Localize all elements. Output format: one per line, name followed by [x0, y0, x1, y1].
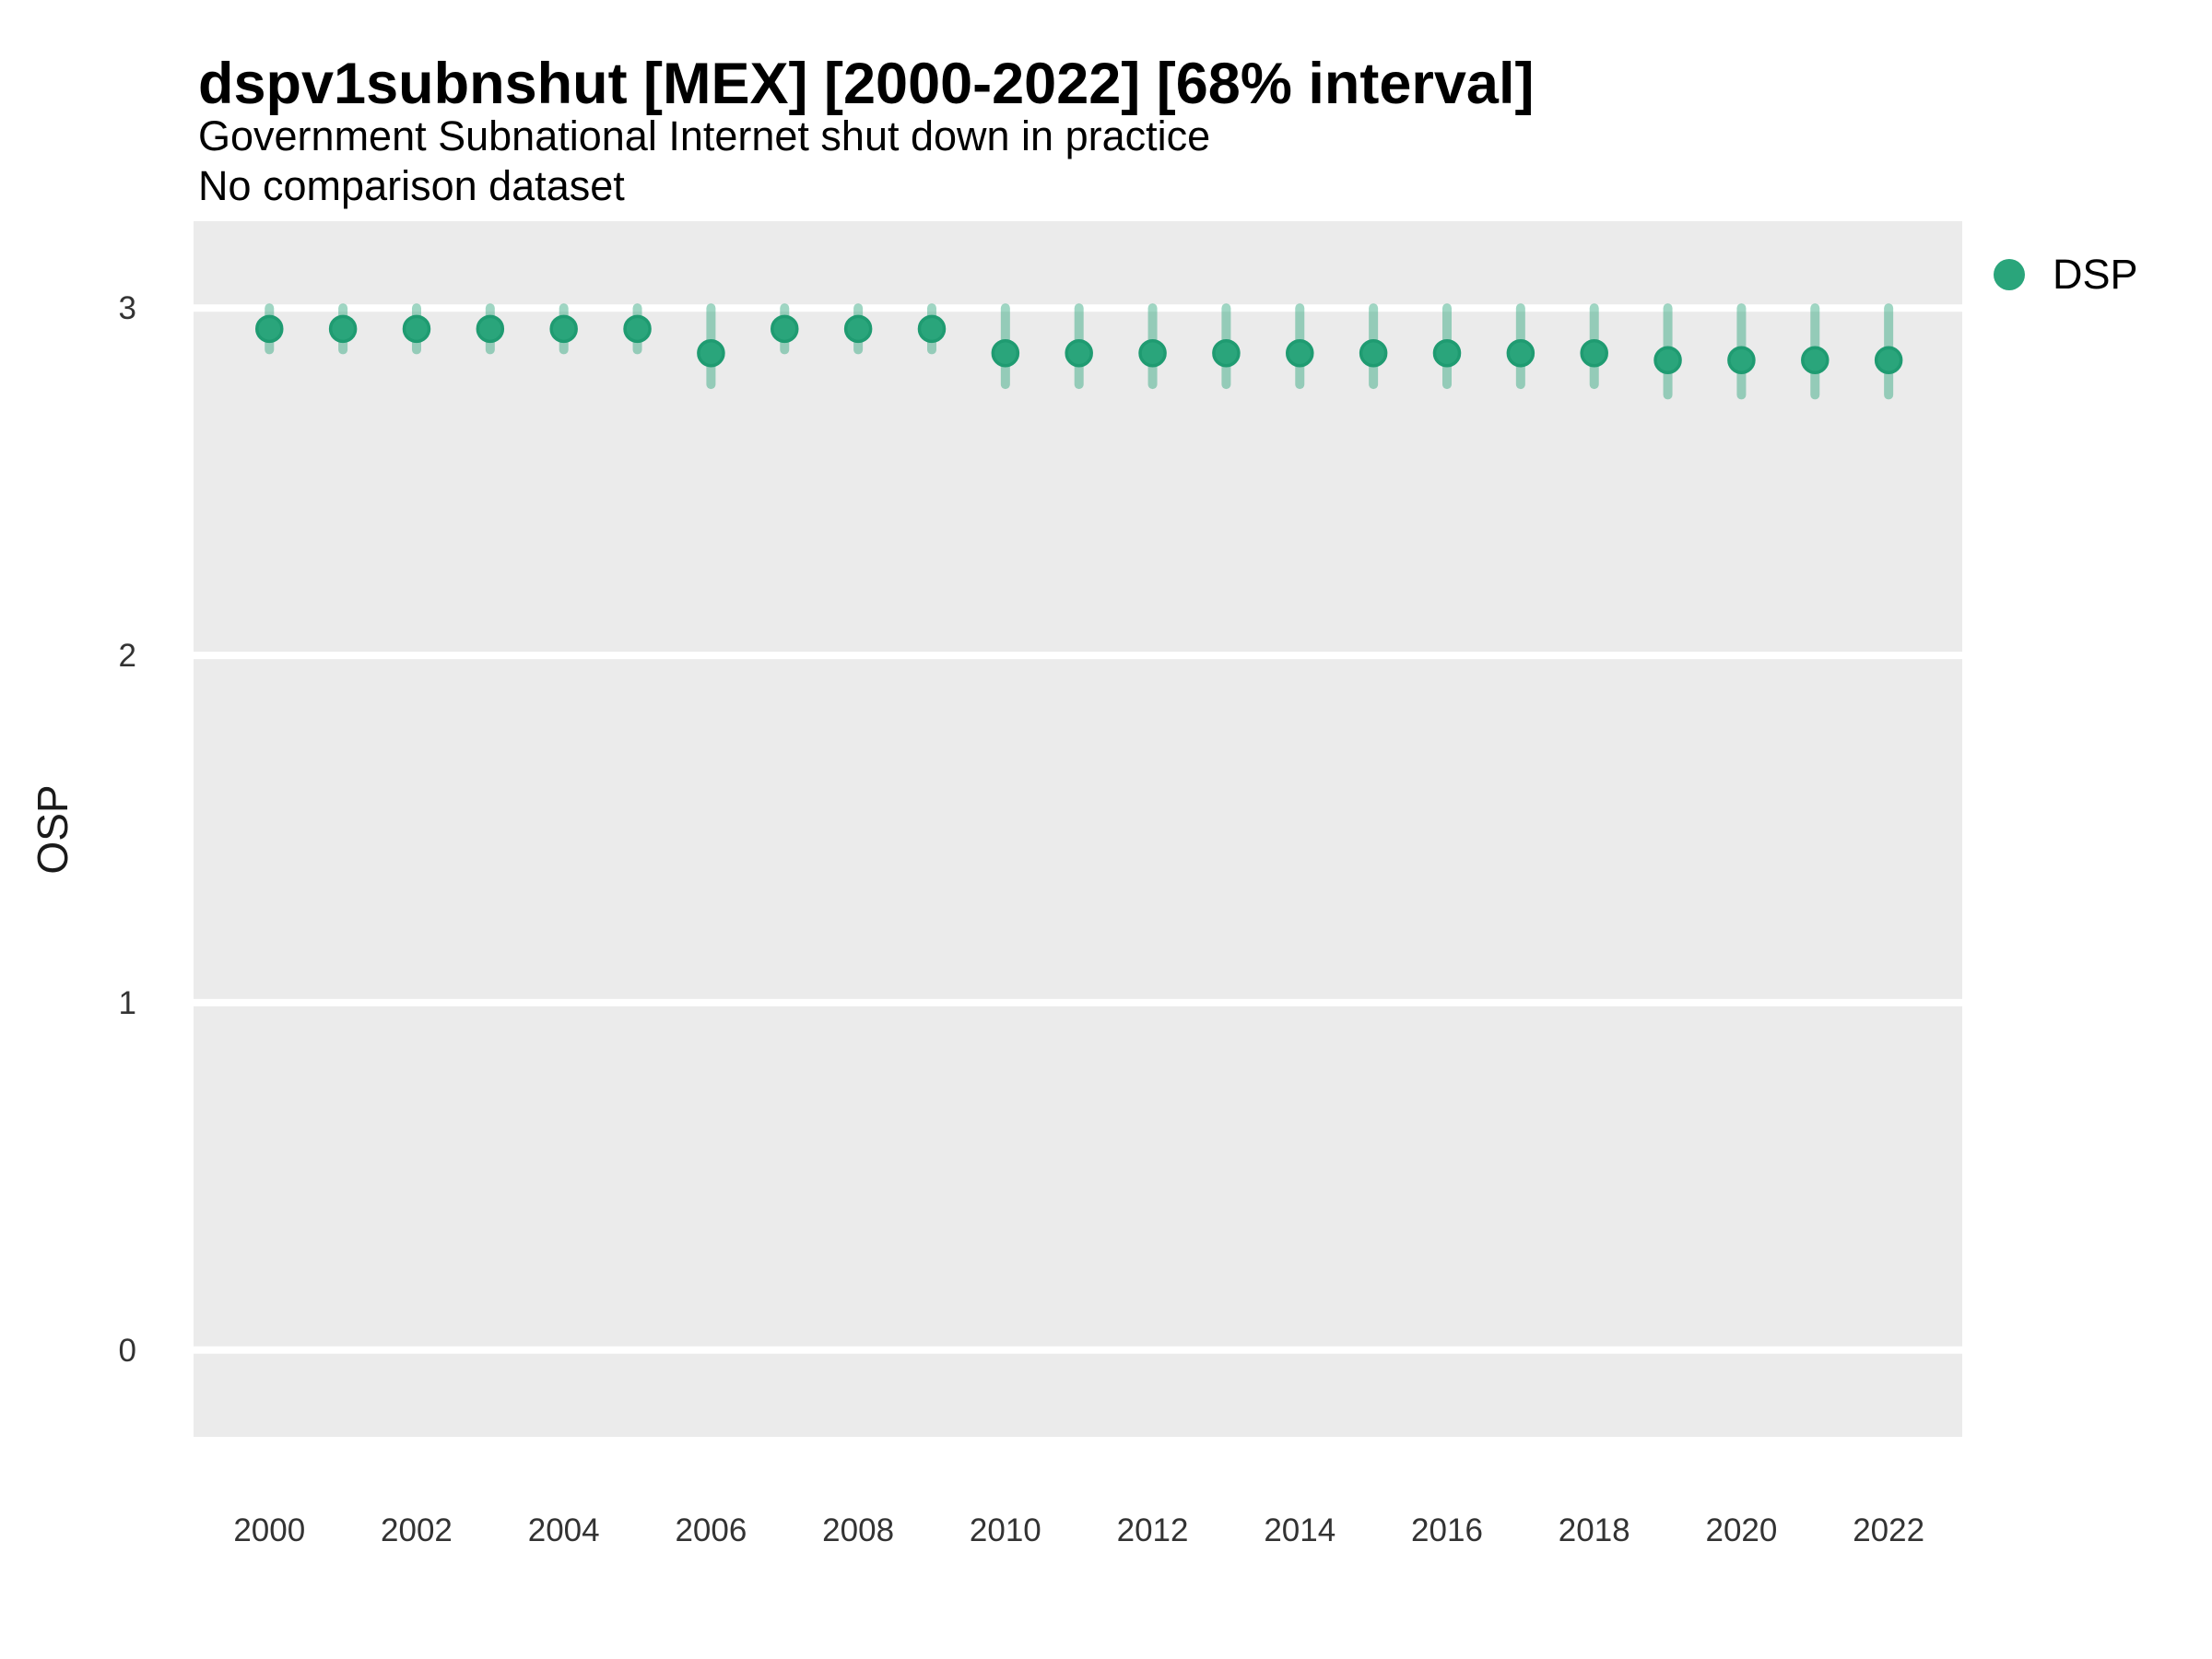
- chart-subtitle: Government Subnational Internet shut dow…: [198, 112, 1211, 159]
- x-tick-label-2018: 2018: [1559, 1512, 1630, 1548]
- data-point-2008: [843, 314, 873, 344]
- data-point-2018: [1580, 338, 1608, 368]
- data-point-2007: [771, 314, 799, 344]
- y-tick-label-3: 3: [119, 290, 136, 326]
- data-point-2002: [402, 314, 431, 344]
- x-tick-label-2014: 2014: [1264, 1512, 1335, 1548]
- chart-title: dspv1subnshut [MEX] [2000-2022] [68% int…: [198, 52, 1535, 116]
- y-tick-label-0: 0: [119, 1333, 136, 1369]
- data-point-2015: [1359, 338, 1388, 368]
- legend-dot-icon: [1994, 259, 2025, 290]
- x-tick-label-2010: 2010: [970, 1512, 1041, 1548]
- x-tick-label-2020: 2020: [1705, 1512, 1777, 1548]
- data-point-2011: [1065, 338, 1093, 368]
- data-point-2019: [1653, 346, 1682, 374]
- data-point-2005: [623, 314, 652, 344]
- panel-background: [194, 221, 1962, 1437]
- legend: DSP: [1994, 251, 2138, 299]
- data-point-2003: [476, 314, 505, 344]
- x-tick-label-2000: 2000: [233, 1512, 305, 1548]
- data-point-2013: [1212, 338, 1241, 368]
- data-point-2000: [255, 314, 284, 344]
- x-tick-label-2012: 2012: [1117, 1512, 1189, 1548]
- data-point-2004: [549, 314, 578, 344]
- data-point-2022: [1874, 346, 1903, 374]
- data-point-2009: [917, 314, 947, 344]
- data-point-2012: [1138, 338, 1167, 368]
- x-tick-label-2002: 2002: [381, 1512, 453, 1548]
- x-tick-label-2006: 2006: [675, 1512, 747, 1548]
- data-point-2010: [991, 338, 1020, 368]
- data-point-2016: [1432, 338, 1462, 368]
- y-tick-label-1: 1: [119, 985, 136, 1021]
- legend-label: DSP: [2053, 251, 2138, 298]
- data-point-2021: [1801, 346, 1830, 374]
- x-tick-label-2016: 2016: [1411, 1512, 1483, 1548]
- comparison-note: No comparison dataset: [198, 162, 625, 209]
- x-tick-label-2022: 2022: [1853, 1512, 1924, 1548]
- x-tick-label-2004: 2004: [528, 1512, 600, 1548]
- data-point-2017: [1506, 338, 1535, 368]
- x-tick-label-2008: 2008: [822, 1512, 894, 1548]
- y-tick-label-2: 2: [119, 638, 136, 674]
- data-point-2014: [1286, 338, 1314, 368]
- data-point-2001: [328, 314, 358, 344]
- data-point-2006: [697, 338, 725, 368]
- data-point-2020: [1727, 346, 1756, 374]
